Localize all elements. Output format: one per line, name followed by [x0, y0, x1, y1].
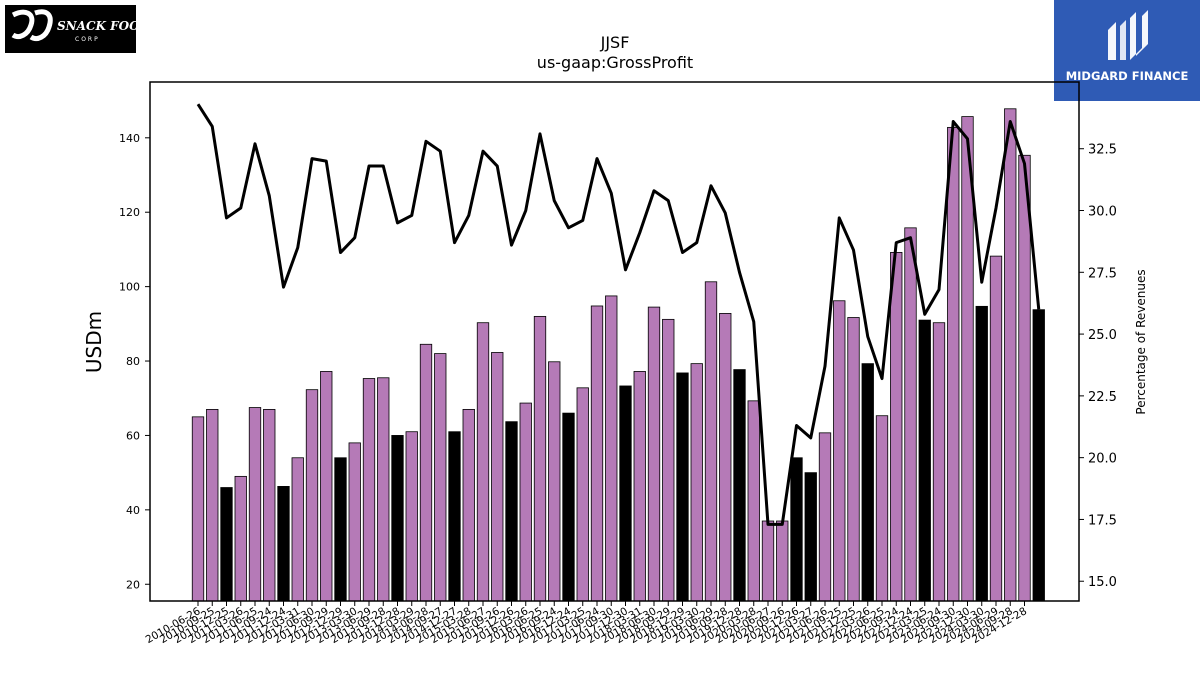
bar	[305, 389, 319, 602]
y2-tick-label: 15.0	[1088, 575, 1117, 590]
bar	[248, 407, 262, 602]
bar	[704, 281, 718, 602]
bar	[776, 520, 789, 602]
bar	[405, 431, 418, 602]
bar	[761, 520, 775, 602]
bar	[277, 486, 290, 602]
y2-tick-label: 30.0	[1088, 205, 1117, 220]
y2-tick-label: 27.5	[1088, 266, 1117, 281]
bar	[263, 408, 276, 602]
bar	[875, 415, 889, 602]
y-axis-label: USDm	[82, 311, 106, 373]
bar	[505, 421, 518, 602]
bar	[533, 315, 547, 602]
bar	[206, 408, 219, 602]
bar	[918, 319, 931, 602]
bar	[975, 305, 988, 602]
bar	[234, 475, 247, 602]
chart-subtitle: us-gaap:GrossProfit	[537, 53, 693, 72]
bar	[847, 317, 860, 602]
bar	[476, 322, 490, 602]
bar	[548, 361, 561, 602]
y-tick-label: 100	[119, 281, 140, 294]
svg-text:CORP: CORP	[75, 36, 100, 43]
bar	[491, 352, 504, 602]
bar	[662, 318, 675, 602]
jj-snack-foods-logo: SNACK FOODS CORP	[5, 5, 159, 53]
bar	[291, 457, 304, 602]
bar	[904, 227, 917, 602]
percentage-line	[196, 103, 1041, 526]
svg-text:SNACK FOODS: SNACK FOODS	[57, 19, 136, 33]
bar	[947, 126, 960, 602]
y-tick-label: 20	[126, 578, 140, 591]
bar	[1004, 108, 1017, 602]
bar	[619, 385, 632, 602]
bar	[790, 457, 803, 602]
bar	[647, 306, 661, 602]
bar	[719, 313, 732, 602]
bar	[833, 300, 846, 602]
plot-area-frame	[149, 81, 1080, 602]
bar	[391, 435, 404, 602]
bar	[419, 343, 433, 602]
bar	[220, 487, 233, 602]
svg-text:MIDGARD FINANCE: MIDGARD FINANCE	[1066, 69, 1189, 83]
bar	[334, 457, 347, 602]
left-axis: 20 40 60 80 100 120 140	[119, 132, 150, 591]
bar	[690, 363, 703, 602]
y-tick-label: 40	[126, 504, 140, 517]
bar	[448, 431, 461, 602]
y2-tick-label: 17.5	[1088, 513, 1117, 528]
bar	[576, 387, 589, 602]
y2-tick-label: 32.5	[1088, 143, 1117, 158]
chart-title: JJSF	[600, 33, 630, 52]
bar	[989, 255, 1003, 602]
y-tick-label: 80	[126, 355, 140, 368]
bar	[320, 371, 333, 602]
y-tick-label: 60	[126, 429, 140, 442]
bar	[804, 472, 817, 602]
bar	[191, 416, 205, 602]
bar	[676, 372, 689, 602]
bar	[890, 251, 903, 602]
y2-tick-label: 22.5	[1088, 390, 1117, 405]
y-tick-label: 140	[119, 132, 140, 145]
bar	[590, 305, 604, 602]
bar	[348, 442, 361, 602]
y-tick-label: 120	[119, 206, 140, 219]
bar	[733, 369, 746, 602]
bar	[1018, 154, 1031, 602]
y2-tick-label: 20.0	[1088, 452, 1117, 467]
bar	[362, 378, 376, 602]
right-axis: 15.0 17.5 20.0 22.5 25.0 27.5 30.0 32.5	[1079, 143, 1117, 590]
bar	[434, 353, 447, 602]
bar	[519, 402, 532, 602]
bar	[633, 371, 646, 602]
bars-layer	[191, 108, 1045, 602]
bar	[861, 363, 874, 602]
bar	[1032, 309, 1045, 602]
bar	[562, 412, 575, 602]
bar	[605, 295, 618, 602]
bar	[747, 400, 760, 602]
bar	[377, 377, 390, 602]
x-axis: 2010-06-262010-09-252010-12-252011-03-26…	[144, 601, 1029, 646]
bar	[818, 432, 832, 602]
y2-tick-label: 25.0	[1088, 328, 1117, 343]
y2-axis-label: Percentage of Revenues	[1134, 269, 1148, 414]
bar	[932, 322, 946, 602]
bar	[462, 408, 475, 602]
